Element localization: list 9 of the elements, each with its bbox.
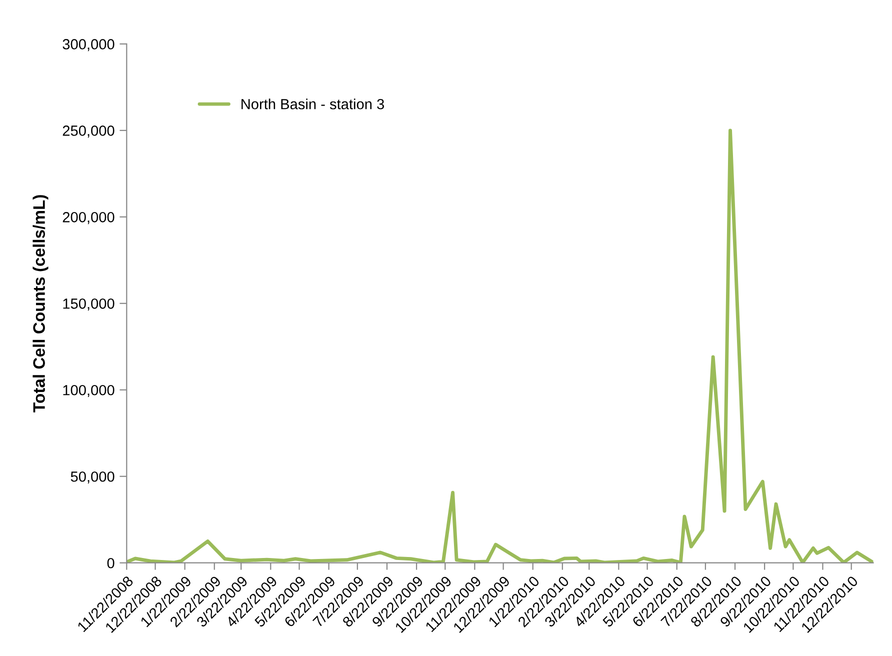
y-tick-label: 100,000 xyxy=(63,384,114,398)
y-tick-label: 0 xyxy=(107,558,114,568)
y-tick-label: 300,000 xyxy=(62,39,114,52)
y-axis-title: Total Cell Counts (cells/mL) xyxy=(32,195,48,412)
y-tick-label: 150,000 xyxy=(63,298,114,311)
legend-label: North Basin - station 3 xyxy=(242,98,384,110)
y-tick-label: 50,000 xyxy=(70,471,114,484)
y-tick-label: 200,000 xyxy=(62,212,114,224)
y-tick-label: 250,000 xyxy=(62,126,114,138)
